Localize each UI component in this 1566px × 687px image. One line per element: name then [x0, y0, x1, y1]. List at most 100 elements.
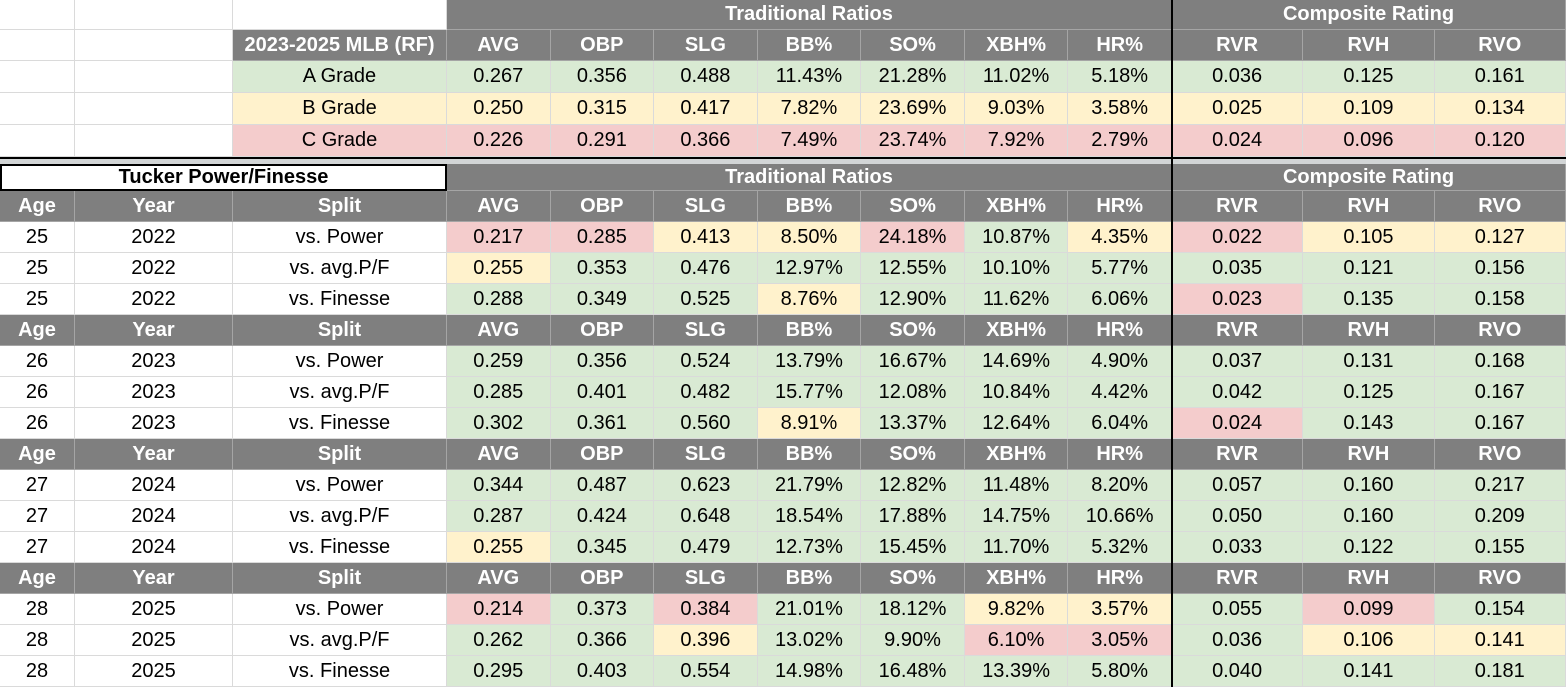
split-cell[interactable]: vs. avg.P/F	[233, 625, 447, 656]
stat-value-cell[interactable]: 0.055	[1171, 594, 1304, 625]
split-cell[interactable]: vs. avg.P/F	[233, 253, 447, 284]
year-cell[interactable]: 2025	[75, 594, 233, 625]
stat-value-cell[interactable]: 15.77%	[757, 377, 862, 408]
stat-value-cell[interactable]: 18.12%	[861, 594, 965, 625]
stat-value-cell[interactable]: 12.73%	[757, 532, 862, 563]
col-header-avg[interactable]: AVG	[447, 191, 551, 222]
col-header-slg[interactable]: SLG	[654, 30, 758, 61]
year-cell[interactable]: 2024	[75, 532, 233, 563]
year-cell[interactable]: 2025	[75, 656, 233, 687]
col-header-avg[interactable]: AVG	[447, 315, 551, 346]
col-header-bb-pct[interactable]: BB%	[757, 30, 862, 61]
stat-value-cell[interactable]: 0.023	[1171, 284, 1304, 315]
col-header-obp[interactable]: OBP	[550, 563, 655, 594]
col-header-rvo[interactable]: RVO	[1434, 563, 1566, 594]
stat-value-cell[interactable]: 0.315	[550, 93, 655, 125]
stat-value-cell[interactable]: 21.01%	[757, 594, 862, 625]
stat-value-cell[interactable]: 12.08%	[861, 377, 965, 408]
stat-value-cell[interactable]: 23.69%	[861, 93, 965, 125]
col-header-rvo[interactable]: RVO	[1434, 30, 1566, 61]
stat-value-cell[interactable]: 12.90%	[861, 284, 965, 315]
stat-value-cell[interactable]: 0.262	[447, 625, 551, 656]
empty-cell[interactable]	[75, 61, 233, 93]
stat-value-cell[interactable]: 10.87%	[964, 222, 1069, 253]
stat-value-cell[interactable]: 0.131	[1303, 346, 1435, 377]
col-header-bb-pct[interactable]: BB%	[757, 315, 862, 346]
stat-value-cell[interactable]: 0.417	[654, 93, 758, 125]
stat-value-cell[interactable]: 11.48%	[964, 470, 1069, 501]
col-header-avg[interactable]: AVG	[447, 563, 551, 594]
col-header-obp[interactable]: OBP	[550, 315, 655, 346]
stat-value-cell[interactable]: 0.036	[1171, 61, 1304, 93]
stat-value-cell[interactable]: 0.160	[1303, 501, 1435, 532]
empty-cell[interactable]	[233, 0, 447, 30]
col-header-rvh[interactable]: RVH	[1303, 191, 1435, 222]
col-header-rvr[interactable]: RVR	[1171, 191, 1304, 222]
stat-value-cell[interactable]: 0.648	[654, 501, 758, 532]
age-cell[interactable]: 28	[0, 625, 75, 656]
stat-value-cell[interactable]: 0.403	[550, 656, 655, 687]
stat-value-cell[interactable]: 0.482	[654, 377, 758, 408]
stat-value-cell[interactable]: 0.255	[447, 253, 551, 284]
empty-cell[interactable]	[75, 93, 233, 125]
stat-value-cell[interactable]: 0.024	[1171, 125, 1304, 157]
col-header-slg[interactable]: SLG	[654, 315, 758, 346]
stat-value-cell[interactable]: 0.259	[447, 346, 551, 377]
empty-cell[interactable]	[75, 30, 233, 61]
stat-value-cell[interactable]: 0.125	[1303, 377, 1435, 408]
stat-value-cell[interactable]: 12.82%	[861, 470, 965, 501]
col-header-split[interactable]: Split	[233, 439, 447, 470]
grade-label-cell[interactable]: A Grade	[233, 61, 447, 93]
split-cell[interactable]: vs. Finesse	[233, 656, 447, 687]
col-header-obp[interactable]: OBP	[550, 191, 655, 222]
year-cell[interactable]: 2023	[75, 408, 233, 439]
stat-value-cell[interactable]: 11.43%	[757, 61, 862, 93]
stat-value-cell[interactable]: 8.20%	[1068, 470, 1172, 501]
baseline-title-cell[interactable]: 2023-2025 MLB (RF)	[233, 30, 447, 61]
stat-value-cell[interactable]: 0.160	[1303, 470, 1435, 501]
year-cell[interactable]: 2025	[75, 625, 233, 656]
stat-value-cell[interactable]: 0.285	[447, 377, 551, 408]
stat-value-cell[interactable]: 0.255	[447, 532, 551, 563]
stat-value-cell[interactable]: 5.80%	[1068, 656, 1172, 687]
stat-value-cell[interactable]: 0.361	[550, 408, 655, 439]
stat-value-cell[interactable]: 23.74%	[861, 125, 965, 157]
stat-value-cell[interactable]: 3.58%	[1068, 93, 1172, 125]
stat-value-cell[interactable]: 0.291	[550, 125, 655, 157]
stat-value-cell[interactable]: 0.125	[1303, 61, 1435, 93]
col-header-rvr[interactable]: RVR	[1171, 439, 1304, 470]
split-cell[interactable]: vs. Power	[233, 346, 447, 377]
col-header-year[interactable]: Year	[75, 315, 233, 346]
stat-value-cell[interactable]: 10.66%	[1068, 501, 1172, 532]
stat-value-cell[interactable]: 11.62%	[964, 284, 1069, 315]
stat-value-cell[interactable]: 0.181	[1434, 656, 1566, 687]
year-cell[interactable]: 2023	[75, 346, 233, 377]
stat-value-cell[interactable]: 0.036	[1171, 625, 1304, 656]
stat-value-cell[interactable]: 7.82%	[757, 93, 862, 125]
stat-value-cell[interactable]: 6.06%	[1068, 284, 1172, 315]
stat-value-cell[interactable]: 0.106	[1303, 625, 1435, 656]
stat-value-cell[interactable]: 8.76%	[757, 284, 862, 315]
col-header-slg[interactable]: SLG	[654, 191, 758, 222]
stat-value-cell[interactable]: 12.97%	[757, 253, 862, 284]
stat-value-cell[interactable]: 0.476	[654, 253, 758, 284]
stat-value-cell[interactable]: 15.45%	[861, 532, 965, 563]
age-cell[interactable]: 26	[0, 377, 75, 408]
stat-value-cell[interactable]: 3.57%	[1068, 594, 1172, 625]
stat-value-cell[interactable]: 14.98%	[757, 656, 862, 687]
col-header-so-pct[interactable]: SO%	[861, 315, 965, 346]
stat-value-cell[interactable]: 9.03%	[964, 93, 1069, 125]
col-header-age[interactable]: Age	[0, 563, 75, 594]
age-cell[interactable]: 25	[0, 284, 75, 315]
empty-cell[interactable]	[0, 61, 75, 93]
group-header-composite-rating[interactable]: Composite Rating	[1172, 164, 1566, 191]
stat-value-cell[interactable]: 0.167	[1434, 377, 1566, 408]
age-cell[interactable]: 27	[0, 501, 75, 532]
stat-value-cell[interactable]: 11.70%	[964, 532, 1069, 563]
grade-label-cell[interactable]: B Grade	[233, 93, 447, 125]
stat-value-cell[interactable]: 0.373	[550, 594, 655, 625]
player-section-title[interactable]: Tucker Power/Finesse	[0, 164, 447, 191]
stat-value-cell[interactable]: 4.90%	[1068, 346, 1172, 377]
stat-value-cell[interactable]: 10.84%	[964, 377, 1069, 408]
stat-value-cell[interactable]: 0.356	[550, 346, 655, 377]
